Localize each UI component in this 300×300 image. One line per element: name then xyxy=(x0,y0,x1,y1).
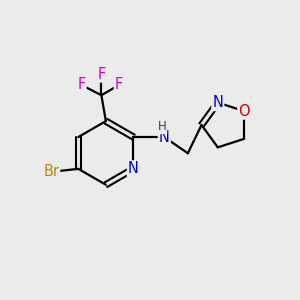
Text: F: F xyxy=(115,77,123,92)
Text: F: F xyxy=(77,77,86,92)
Text: O: O xyxy=(238,103,250,118)
Text: F: F xyxy=(97,67,106,82)
Text: Br: Br xyxy=(43,164,59,179)
Text: N: N xyxy=(128,161,139,176)
Text: H: H xyxy=(158,120,166,133)
Text: N: N xyxy=(159,130,170,145)
Text: N: N xyxy=(212,95,223,110)
